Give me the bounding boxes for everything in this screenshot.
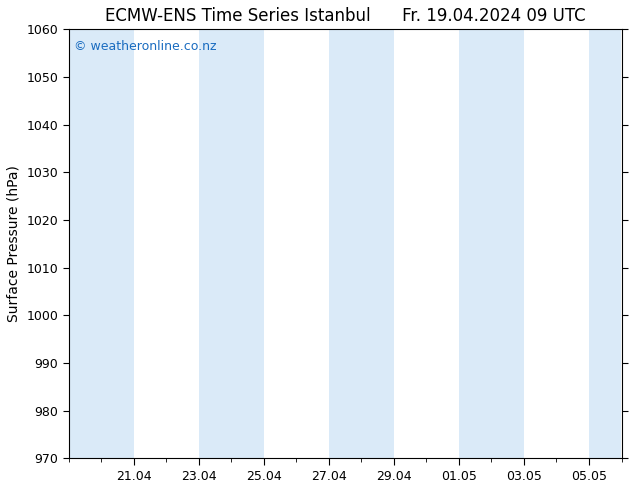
Bar [589, 29, 621, 458]
Y-axis label: Surface Pressure (hPa): Surface Pressure (hPa) [7, 165, 21, 322]
Bar [69, 29, 134, 458]
Bar [329, 29, 394, 458]
Text: © weatheronline.co.nz: © weatheronline.co.nz [74, 40, 217, 53]
Bar [459, 29, 524, 458]
Bar [199, 29, 264, 458]
Title: ECMW-ENS Time Series Istanbul      Fr. 19.04.2024 09 UTC: ECMW-ENS Time Series Istanbul Fr. 19.04.… [105, 7, 585, 25]
